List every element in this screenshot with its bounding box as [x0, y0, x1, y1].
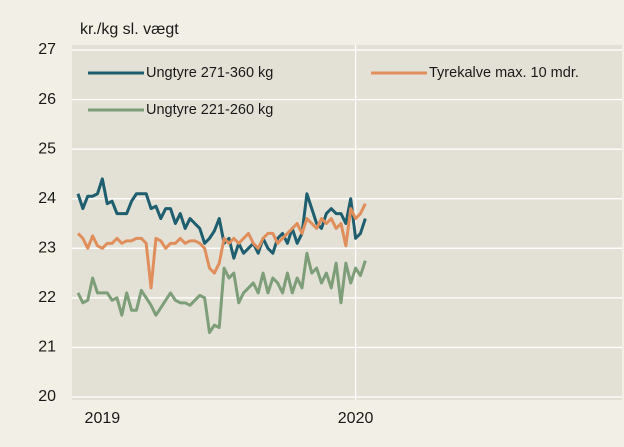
legend-label: Ungtyre 271-360 kg [146, 65, 273, 81]
legend-label: Tyrekalve max. 10 mdr. [429, 65, 579, 81]
y-tick-label: 23 [38, 240, 56, 257]
y-axis-label: kr./kg sl. vægt [80, 21, 179, 38]
y-tick-label: 25 [38, 140, 56, 157]
series-line [76, 203, 367, 290]
x-tick-label: 2020 [338, 410, 374, 427]
x-tick-label: 2019 [85, 410, 121, 427]
y-tick-label: 22 [38, 289, 56, 306]
y-tick-label: 26 [38, 91, 56, 108]
y-tick-label: 27 [38, 41, 56, 58]
y-tick-label: 24 [38, 190, 56, 207]
y-tick-label: 20 [38, 388, 56, 405]
series-line [76, 251, 367, 335]
y-tick-label: 21 [38, 339, 56, 356]
legend-label: Ungtyre 221-260 kg [146, 102, 273, 118]
